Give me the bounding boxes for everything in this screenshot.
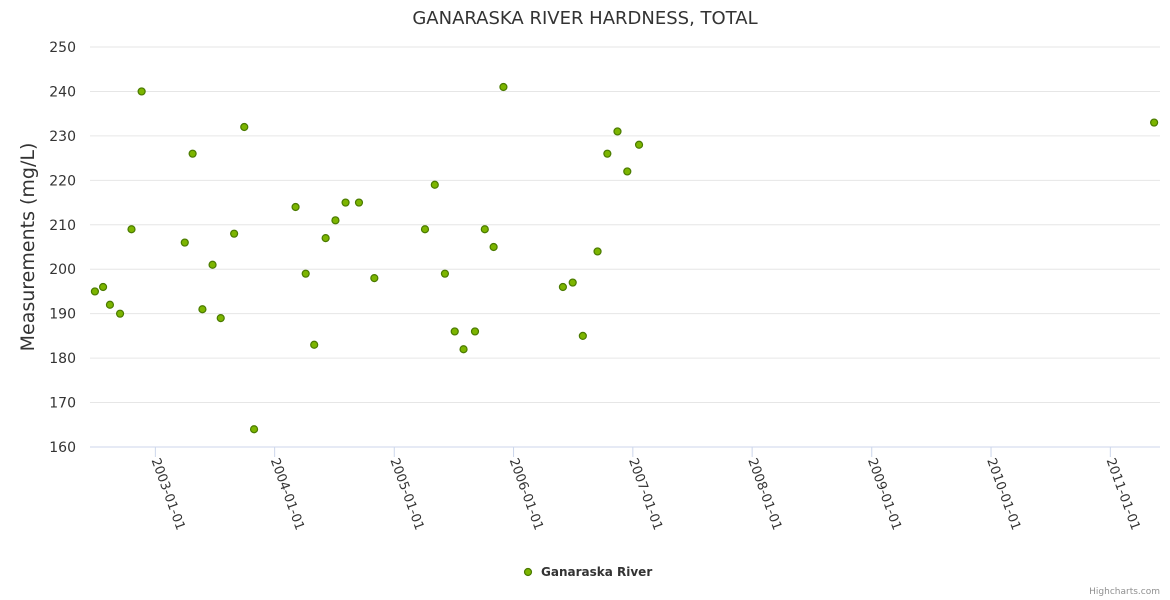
data-point[interactable] (249, 425, 259, 434)
data-point[interactable] (354, 198, 364, 207)
data-point[interactable] (105, 300, 115, 309)
data-point[interactable] (613, 127, 622, 136)
y-tick-label: 180 (49, 351, 76, 367)
data-point[interactable] (115, 309, 125, 318)
legend-marker-icon (523, 567, 533, 577)
data-point[interactable] (558, 282, 568, 292)
y-grid-lines (90, 46, 1160, 404)
data-point[interactable] (1150, 118, 1159, 127)
legend[interactable]: Ganaraska River (523, 565, 653, 579)
data-point[interactable] (578, 331, 587, 340)
data-point[interactable] (370, 274, 379, 283)
data-point[interactable] (489, 242, 498, 252)
data-point[interactable] (180, 238, 189, 247)
credits-link[interactable]: Highcharts.com (1089, 587, 1160, 597)
data-point[interactable] (450, 327, 459, 336)
data-point[interactable] (593, 247, 602, 256)
legend-item-ganaraska-river[interactable]: Ganaraska River (541, 565, 652, 579)
data-point[interactable] (603, 149, 612, 158)
data-point[interactable] (623, 167, 632, 176)
data-point[interactable] (137, 87, 146, 96)
data-point[interactable] (208, 260, 217, 269)
chart-title: GANARASKA RIVER HARDNESS, TOTAL (412, 8, 757, 29)
y-tick-labels: 160 170 180 190 200 210 220 230 240 250 (49, 40, 76, 456)
data-point[interactable] (499, 82, 508, 92)
y-axis-title: Measurements (mg/L) (17, 143, 39, 352)
data-point[interactable] (198, 305, 207, 314)
y-tick-label: 210 (49, 218, 76, 234)
data-point[interactable] (420, 225, 430, 234)
y-tick-label: 190 (49, 307, 76, 323)
y-tick-label: 230 (49, 129, 76, 145)
y-tick-label: 160 (49, 440, 76, 456)
data-point[interactable] (98, 282, 108, 292)
data-point[interactable] (568, 278, 577, 287)
data-point[interactable] (216, 314, 225, 323)
y-tick-label: 170 (49, 396, 76, 412)
y-tick-label: 240 (49, 84, 76, 100)
data-point[interactable] (430, 180, 439, 189)
data-point[interactable] (321, 234, 330, 243)
series-ganaraska-river[interactable] (90, 82, 1159, 434)
data-point[interactable] (331, 216, 340, 225)
data-point[interactable] (127, 225, 136, 234)
data-point[interactable] (310, 340, 319, 349)
data-point[interactable] (459, 345, 468, 354)
data-point[interactable] (90, 287, 100, 296)
y-tick-label: 250 (49, 40, 76, 56)
data-point[interactable] (634, 140, 644, 149)
y-tick-label: 220 (49, 173, 76, 189)
data-point[interactable] (301, 269, 310, 278)
data-point[interactable] (230, 229, 239, 238)
data-point[interactable] (188, 149, 197, 158)
data-point[interactable] (240, 122, 249, 132)
data-point[interactable] (480, 225, 489, 234)
data-point[interactable] (470, 327, 480, 336)
y-tick-label: 200 (49, 262, 76, 278)
data-point[interactable] (291, 202, 300, 212)
data-point[interactable] (440, 269, 450, 278)
data-point[interactable] (341, 198, 350, 207)
